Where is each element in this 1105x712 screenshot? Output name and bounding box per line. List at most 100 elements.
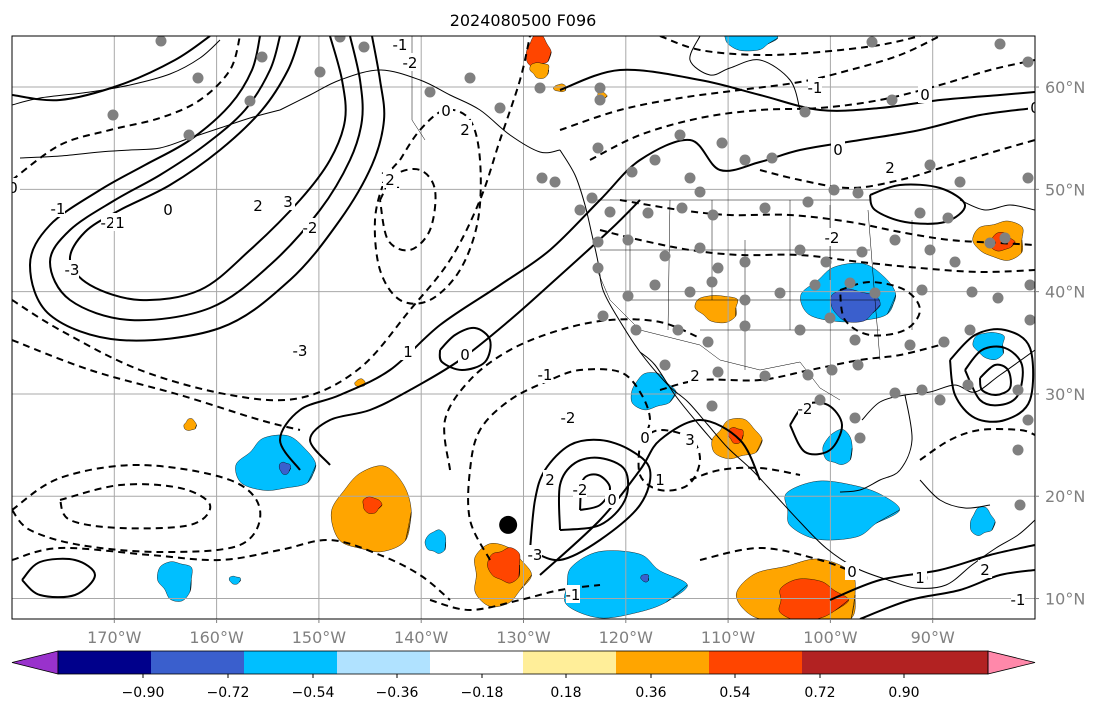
contour-label-bg	[883, 158, 897, 176]
contour-label: 2	[385, 171, 395, 189]
contour-label: 3	[283, 193, 293, 211]
contour-label-bg	[561, 408, 575, 426]
station-marker	[630, 324, 642, 336]
station-marker	[914, 207, 926, 219]
station-marker	[852, 187, 864, 199]
station-marker	[712, 366, 724, 378]
contour-label-bg	[543, 470, 557, 488]
station-marker	[1022, 56, 1034, 68]
contour-dashed-22	[699, 546, 861, 576]
station-marker	[774, 287, 786, 299]
coastline-9	[959, 199, 1035, 211]
station-marker	[889, 387, 901, 399]
contour-solid-2	[28, 36, 386, 342]
contour-label: -3	[65, 261, 80, 279]
contour-label: -2	[561, 409, 576, 427]
contour-label-bg	[798, 399, 812, 417]
lon-tick-label: 110°W	[701, 628, 756, 647]
contour-label: -3	[293, 342, 308, 360]
station-marker	[659, 250, 671, 262]
contour-label: 0	[441, 102, 451, 120]
contour-label-bg	[808, 78, 822, 96]
station-marker	[1012, 384, 1024, 396]
contour-dashed-3	[379, 168, 437, 252]
station-marker	[994, 38, 1006, 50]
contour-dashed-7	[12, 538, 451, 601]
contour-label-bg	[638, 428, 652, 446]
colorbar-swatch	[244, 651, 337, 674]
contour-label: -1	[566, 586, 581, 604]
station-marker	[820, 256, 832, 268]
station-marker	[702, 336, 714, 348]
colorbar-tick-label: −0.54	[292, 685, 335, 701]
anomaly-fill-12	[694, 295, 739, 324]
colorbar-tick-label: −0.36	[376, 685, 419, 701]
station-marker	[674, 129, 686, 141]
anomaly-fill-29	[724, 36, 779, 52]
colorbar-tick-label: 0.72	[804, 685, 835, 701]
anomaly-fill-10	[640, 574, 649, 583]
station-marker	[759, 370, 771, 382]
station-marker	[999, 232, 1011, 244]
station-marker	[924, 159, 936, 171]
anomaly-fill-26	[183, 418, 197, 431]
contour-solid-4	[539, 418, 761, 576]
station-marker	[962, 379, 974, 391]
contour-label: 2	[460, 121, 470, 139]
contour-solid-5	[529, 438, 652, 562]
station-marker	[494, 102, 506, 114]
station-marker	[802, 196, 814, 208]
station-marker	[594, 82, 606, 94]
colorbar-swatch	[895, 651, 988, 674]
colorbar-extend-high	[987, 650, 1036, 675]
contour-label: 0	[163, 201, 173, 219]
colorbar-tick-label: 0.90	[888, 685, 919, 701]
station-marker	[592, 262, 604, 274]
contour-label-bg	[393, 36, 407, 53]
contour-label: -2	[825, 229, 840, 247]
anomaly-fill-5	[362, 496, 383, 514]
station-marker	[626, 166, 638, 178]
contour-solid-9	[308, 199, 641, 466]
contour-label-bg	[918, 85, 932, 103]
lon-tick-label: 150°W	[292, 628, 347, 647]
station-marker	[849, 334, 861, 346]
station-marker	[574, 204, 586, 216]
contour-label: -2	[573, 481, 588, 499]
station-marker	[889, 234, 901, 246]
coastline-7	[689, 36, 801, 111]
contour-label: 0	[920, 86, 930, 104]
station-marker	[586, 192, 598, 204]
colorbar-tick-label: −0.90	[122, 685, 165, 701]
anomaly-fill-24	[970, 506, 996, 536]
contour-label: 2	[885, 159, 895, 177]
contour-label-bg	[383, 170, 397, 188]
station-marker	[869, 287, 881, 299]
station-marker	[916, 284, 928, 296]
contour-label: -2	[798, 400, 813, 418]
station-marker	[966, 286, 978, 298]
station-marker	[852, 359, 864, 371]
contour-label: -2	[101, 214, 116, 232]
station-marker	[684, 286, 696, 298]
coastline-1	[639, 351, 713, 441]
contour-label-bg	[573, 480, 587, 498]
contour-dashed-17	[659, 36, 921, 57]
contour-label-bg	[653, 470, 667, 488]
colorbar-swatch	[58, 651, 151, 674]
contour-label: 2	[690, 367, 700, 385]
station-marker	[534, 82, 546, 94]
station-marker	[642, 207, 654, 219]
contour-label-bg	[101, 213, 115, 231]
station-marker	[155, 36, 167, 47]
coastline-4	[19, 109, 281, 159]
lon-tick-label: 140°W	[394, 628, 449, 647]
lat-tick-label: 40°N	[1045, 283, 1085, 302]
station-marker	[622, 290, 634, 302]
station-marker	[984, 237, 996, 249]
station-marker	[183, 129, 195, 141]
contour-label-bg	[831, 140, 845, 158]
station-marker	[854, 432, 866, 444]
contour-dashed-1	[12, 339, 301, 431]
